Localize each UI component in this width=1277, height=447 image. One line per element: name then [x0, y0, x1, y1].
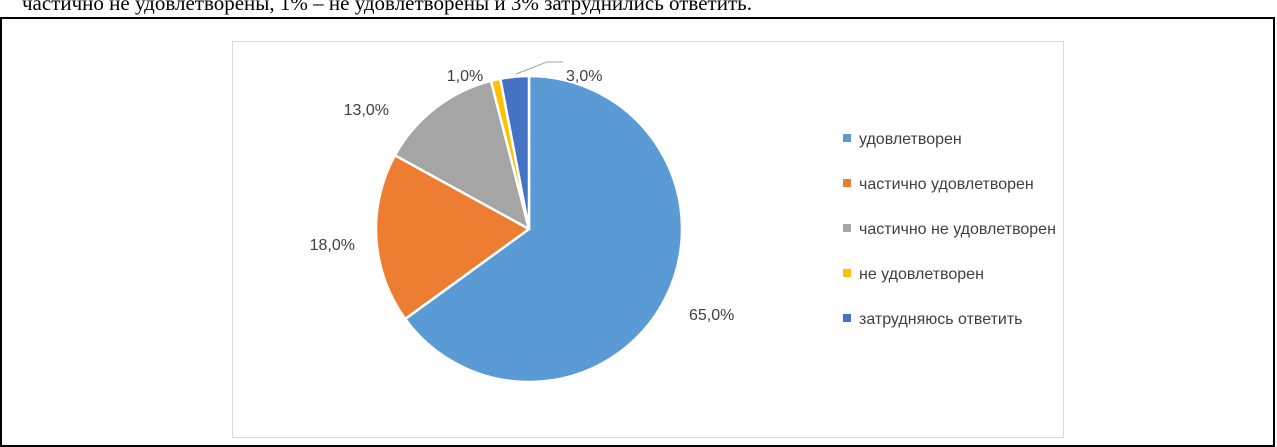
- data-label: 13,0%: [344, 102, 389, 119]
- legend-label: затрудняюсь ответить: [859, 311, 1023, 328]
- legend-swatch: [843, 314, 851, 322]
- legend-label: не удовлетворен: [859, 266, 984, 283]
- leader-line: [515, 61, 563, 75]
- pie-slice: [374, 154, 531, 321]
- leader-lines: [515, 61, 563, 75]
- pie-slice: [403, 74, 684, 384]
- legend-label: частично не удовлетворен: [859, 221, 1056, 238]
- legend-swatch: [843, 224, 851, 232]
- legend-swatch: [843, 134, 851, 142]
- legend: удовлетворен частично удовлетворен частичн…: [843, 131, 1056, 328]
- pie-slice: [499, 74, 531, 231]
- data-label: 1,0%: [447, 68, 483, 85]
- legend-label: удовлетворен: [859, 131, 962, 148]
- legend-swatch: [843, 269, 851, 277]
- pie-slice: [393, 79, 531, 231]
- legend-label: частично удовлетворен: [859, 176, 1034, 193]
- data-label: 18,0%: [310, 237, 355, 254]
- pie-slices: [374, 74, 684, 384]
- data-labels: 65,0% 18,0% 13,0% 1,0% 3,0%: [310, 68, 735, 324]
- data-label: 65,0%: [689, 307, 734, 324]
- legend-swatch: [843, 179, 851, 187]
- data-label: 3,0%: [566, 68, 602, 85]
- intro-text: частично не удовлетворены, 1% – не удовл…: [22, 0, 752, 15]
